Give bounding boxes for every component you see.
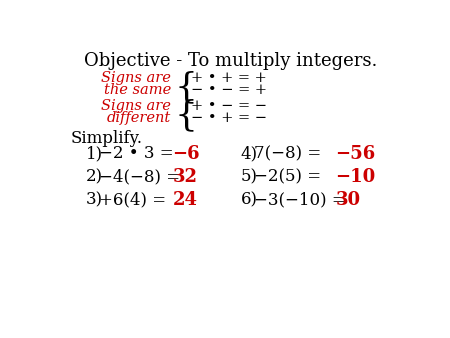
Text: 4): 4) [241,145,258,162]
Text: 2): 2) [86,168,103,185]
Text: 24: 24 [172,192,198,210]
Text: Objective - To multiply integers.: Objective - To multiply integers. [84,52,377,70]
Text: {: { [174,98,197,132]
Text: − • − = +: − • − = + [191,83,267,97]
Text: different: different [107,112,171,125]
Text: 30: 30 [335,192,360,210]
Text: −6: −6 [172,145,200,163]
Text: −4(−8) =: −4(−8) = [99,168,185,185]
Text: + • − = −: + • − = − [191,99,267,113]
Text: −2(5) =: −2(5) = [254,168,326,185]
Text: 7(−8) =: 7(−8) = [254,145,326,162]
Text: 32: 32 [172,168,198,186]
Text: Signs are: Signs are [101,71,171,84]
Text: +6(4) =: +6(4) = [99,192,171,209]
Text: + • + = +: + • + = + [191,71,267,84]
Text: {: { [174,70,197,104]
Text: 5): 5) [241,168,258,185]
Text: −3(−10) =: −3(−10) = [254,192,351,209]
Text: Simplify.: Simplify. [70,130,142,147]
Text: − • + = −: − • + = − [191,112,267,125]
Text: −2 • 3 =: −2 • 3 = [99,145,179,162]
Text: −56: −56 [335,145,375,163]
Text: −10: −10 [335,168,375,186]
Text: 6): 6) [241,192,258,209]
Text: 3): 3) [86,192,103,209]
Text: Signs are: Signs are [101,99,171,113]
Text: the same: the same [104,83,171,97]
Text: 1): 1) [86,145,103,162]
